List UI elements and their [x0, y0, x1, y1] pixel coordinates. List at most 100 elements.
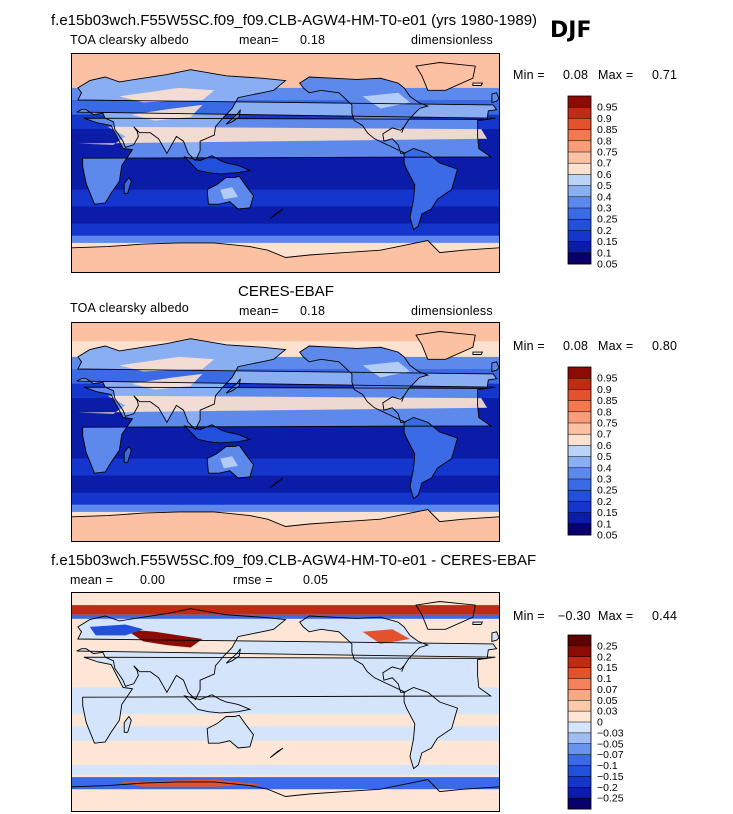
colorbar2-swatch — [568, 523, 591, 536]
colorbar3-swatch — [568, 667, 591, 679]
panel2-mean-value: 0.18 — [300, 304, 326, 318]
map2-ocean-band — [72, 441, 499, 460]
colorbar2-swatch — [568, 434, 591, 446]
colorbar1-swatch — [568, 174, 591, 186]
colorbar3-swatch — [568, 798, 591, 810]
map1-coastline — [82, 117, 493, 205]
colorbar1-swatch — [568, 208, 591, 220]
map2-land-iceland — [472, 352, 483, 355]
panel1-min-label: Min = — [513, 68, 545, 82]
map1-bright-region — [119, 87, 215, 103]
map2-ocean-band — [72, 492, 499, 506]
colorbar2-swatch — [568, 445, 591, 457]
map1-ocean-band — [72, 235, 499, 244]
colorbar3-swatch — [568, 635, 591, 647]
panel1-map — [71, 53, 500, 273]
colorbar3-tick-label: −0.07 — [597, 749, 624, 761]
colorbar1-tick-label: 0.9 — [597, 113, 612, 125]
colorbar1-tick-label: 0.1 — [597, 247, 612, 259]
panel1-units: dimensionless — [411, 33, 493, 47]
map3-coastline — [123, 715, 132, 733]
map1-ocean-band — [72, 54, 499, 73]
colorbar2-swatch — [568, 400, 591, 413]
map2-coastline — [76, 338, 498, 431]
map3-coastline — [491, 631, 499, 642]
colorbar2-tick-label: 0.2 — [597, 496, 612, 508]
map3-land-samerica — [404, 687, 458, 769]
colorbar1-swatch — [568, 230, 591, 242]
colorbar3-swatch — [568, 700, 591, 712]
colorbar2-swatch — [568, 367, 591, 379]
map3-positive-anomaly — [125, 629, 203, 648]
map2-coastline — [206, 444, 254, 479]
colorbar1-swatch — [568, 185, 591, 198]
panel1-field-label: TOA clearsky albedo — [70, 33, 189, 47]
colorbar2-tick-label: 0.9 — [597, 384, 612, 396]
map1-coastline — [491, 92, 499, 103]
map3-arctic-band — [72, 605, 499, 615]
map3-land-australia — [207, 715, 254, 748]
map1-land-iceland — [472, 83, 483, 86]
colorbar1-tick-label: 0.4 — [597, 191, 612, 203]
colorbar3-swatch — [568, 689, 591, 701]
panel1-title: f.e15b03wch.F55W5SC.f09_f09.CLB-AGW4-HM-… — [51, 12, 538, 29]
colorbar1-tick-label: 0.75 — [597, 147, 618, 159]
colorbar3-tick-label: 0.07 — [597, 684, 618, 696]
map3-land-japan — [226, 648, 241, 664]
map1-ocean-band — [72, 223, 499, 237]
colorbar2-swatch — [568, 456, 591, 469]
panel1-max-value: 0.71 — [652, 68, 678, 82]
map3-coastline — [269, 747, 284, 759]
map2-ocean-band — [72, 475, 499, 494]
colorbar1-tick-label: 0.3 — [597, 203, 612, 215]
colorbar3-swatch — [568, 722, 591, 734]
map2-bright-region — [77, 395, 488, 414]
map1-land-samerica — [404, 148, 458, 230]
map1-coastline — [76, 69, 498, 162]
colorbar3-tick-label: 0 — [597, 717, 603, 729]
colorbar3-tick-label: 0.15 — [597, 662, 618, 674]
colorbar1-tick-label: 0.25 — [597, 214, 618, 226]
map3-positive-anomaly — [119, 779, 262, 787]
panel3-max-value: 0.44 — [652, 609, 678, 623]
map3-coastline — [472, 621, 484, 625]
colorbar3-tick-label: 0.2 — [597, 651, 612, 663]
colorbar2-tick-label: 0.8 — [597, 406, 612, 418]
colorbar3-swatch — [568, 656, 591, 669]
colorbar3-tick-label: 0.05 — [597, 695, 618, 707]
map2-bright-region — [220, 456, 239, 469]
panel2-min-label: Min = — [513, 339, 545, 353]
map2-coastline — [225, 378, 241, 394]
panel3-map-plot — [72, 593, 499, 811]
panel1-mean-value: 0.18 — [300, 33, 326, 47]
panel2-title: CERES-EBAF — [238, 283, 334, 300]
colorbar3-tick-label: −0.1 — [597, 760, 618, 772]
colorbar3-swatch — [568, 776, 591, 788]
colorbar3-tick-label: −0.2 — [597, 782, 618, 794]
panel2-units: dimensionless — [411, 304, 493, 318]
map3-coastline — [82, 656, 493, 744]
colorbar2-tick-label: 0.5 — [597, 451, 612, 463]
colorbar3-tick-label: −0.25 — [597, 793, 624, 805]
colorbar1-swatch — [568, 196, 591, 209]
panel3-title: f.e15b03wch.F55W5SC.f09_f09.CLB-AGW4-HM-… — [51, 552, 537, 569]
colorbar2-tick-label: 0.15 — [597, 507, 618, 519]
panel2-field-label: TOA clearsky albedo — [70, 301, 189, 315]
colorbar3-swatch — [568, 754, 591, 766]
colorbar2-tick-label: 0.05 — [597, 530, 618, 542]
panel2-mean-label: mean= — [239, 304, 279, 318]
map2-ocean-band — [72, 504, 499, 513]
map2-coastline — [123, 445, 132, 463]
map3-negative-anomaly — [89, 624, 144, 636]
panel2-min-value: 0.08 — [563, 339, 589, 353]
colorbar1-swatch — [568, 129, 591, 142]
map1-coastline — [206, 175, 254, 210]
map3-coastline — [415, 601, 476, 630]
panel3-max-label: Max = — [598, 609, 634, 623]
colorbar3-swatch — [568, 743, 591, 756]
colorbar1-swatch — [568, 163, 591, 175]
map3-positive-anomaly — [362, 629, 410, 644]
map3-coastline — [206, 714, 254, 749]
map3-ocean-band — [72, 765, 499, 775]
map1-coastline — [472, 82, 484, 86]
